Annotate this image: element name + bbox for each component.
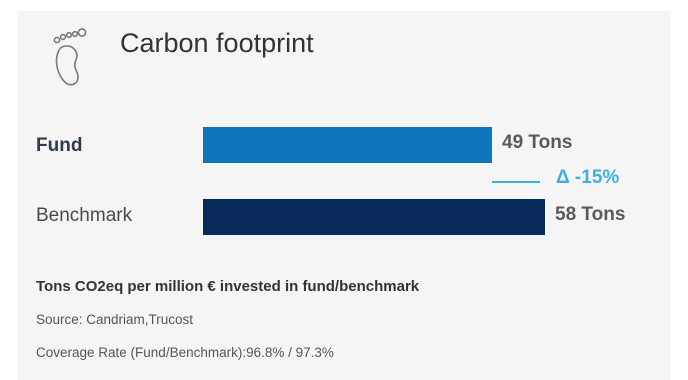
carbon-bar-chart: Fund Benchmark Δ -15% 49 Tons 58 Tons	[36, 127, 626, 235]
delta-label: Δ -15%	[556, 167, 620, 188]
coverage-note: Coverage Rate (Fund/Benchmark):96.8% / 9…	[36, 345, 334, 360]
footprint-icon	[53, 28, 87, 86]
bar-benchmark	[203, 199, 545, 235]
page-title: Carbon footprint	[120, 28, 314, 58]
value-label-fund: 49 Tons	[502, 132, 573, 153]
source-note: Source: Candriam,Trucost	[36, 312, 194, 327]
carbon-footprint-card	[18, 11, 670, 380]
card-header: Carbon footprint	[50, 28, 550, 88]
unit-note: Tons CO2eq per million € invested in fun…	[36, 278, 420, 295]
delta-line	[492, 181, 540, 183]
category-label-benchmark: Benchmark	[36, 205, 133, 226]
category-label-fund: Fund	[36, 135, 83, 156]
bar-fund	[203, 127, 492, 163]
value-label-benchmark: 58 Tons	[555, 204, 626, 225]
